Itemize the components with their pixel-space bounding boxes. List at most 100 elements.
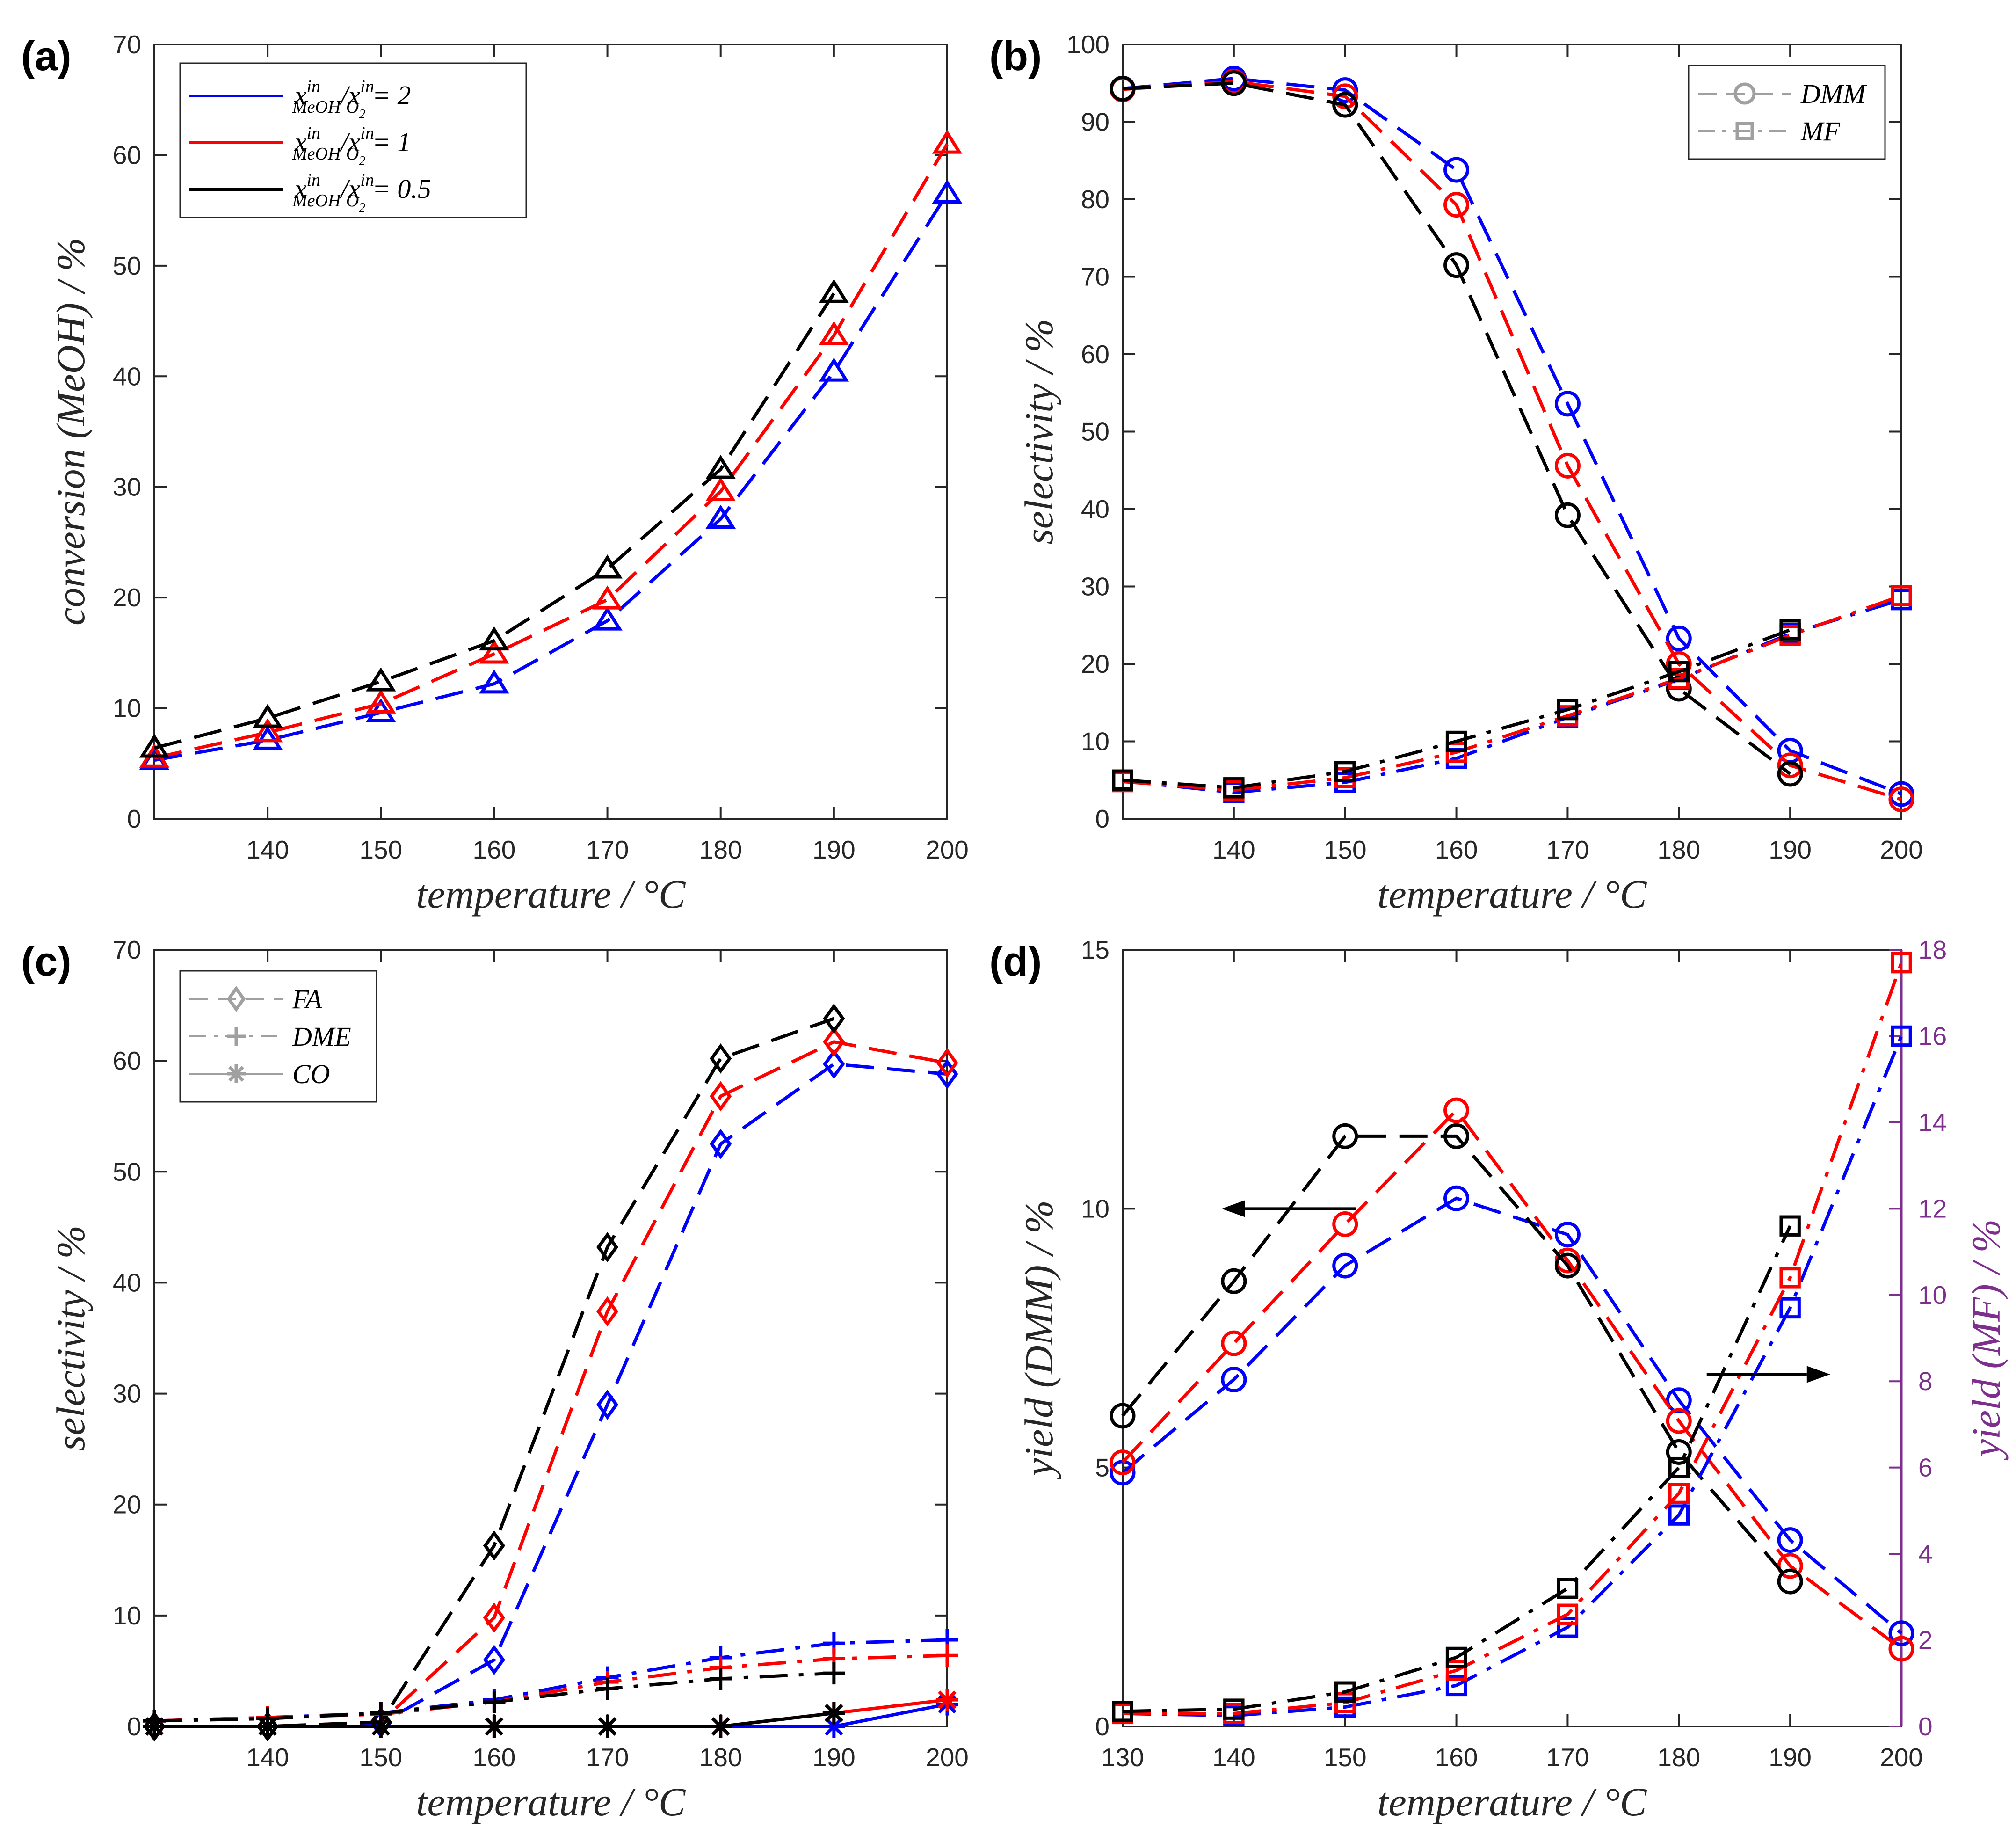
marker-circle [1443, 1123, 1470, 1149]
marker-triangle [479, 669, 509, 694]
chart-panel-c: 140 150 160 170 180 190 200 0 10 20 30 40 50 60 70 temp… [21, 935, 969, 1824]
series-line [1122, 81, 1791, 775]
x-tick-label: 160 [1435, 1743, 1478, 1772]
marker-circle [1110, 1449, 1136, 1476]
series-line [154, 143, 949, 760]
marker-square [1445, 730, 1467, 752]
x-tick-label: 150 [359, 835, 402, 864]
y-tick-label-right: 16 [1918, 1021, 1947, 1050]
y-tick-label: 40 [113, 1268, 141, 1297]
y-tick-label: 20 [1081, 649, 1110, 678]
marker-triangle [819, 357, 849, 382]
legend-text-part: = 0.5 [365, 174, 431, 204]
y-tick-label: 50 [113, 251, 141, 280]
series-line [1123, 962, 1903, 1715]
marker-triangle [252, 726, 283, 750]
marker-circle [1777, 1527, 1803, 1553]
marker-asterisk [227, 1064, 246, 1083]
marker-square [1557, 1617, 1579, 1638]
series-line [1121, 1134, 1791, 1583]
x-tick-label: 140 [1212, 1743, 1255, 1772]
y-tick-label-right: 6 [1918, 1453, 1933, 1482]
marker-circle [1554, 1222, 1581, 1248]
y-tick-label: 70 [113, 30, 141, 59]
marker-square [1445, 1646, 1467, 1668]
marker-circle [1554, 452, 1581, 479]
y-tick-label: 10 [113, 1601, 141, 1630]
legend-box [1688, 65, 1886, 160]
legend-text-part: MeOH [292, 144, 342, 164]
legend-text-part: in [360, 124, 374, 143]
marker-plus [822, 1662, 845, 1685]
marker-square [1445, 1660, 1467, 1681]
marker-asterisk [483, 1715, 506, 1738]
marker-square [1735, 122, 1754, 140]
marker-diamond [596, 1232, 619, 1262]
chart-panel-b: 140 150 160 170 180 190 200 0 10 20 30 40 50 60 70 80 90… [989, 30, 1923, 917]
marker-circle [1443, 252, 1470, 278]
y-tick-label-right: 18 [1918, 935, 1947, 964]
y-tick-label: 10 [113, 694, 141, 723]
legend-text-part: /x [339, 80, 360, 110]
marker-triangle [252, 718, 283, 743]
x-tick-label: 160 [473, 1743, 516, 1772]
plot-frame [1122, 44, 1902, 820]
marker-circle [1666, 1408, 1692, 1434]
marker-triangle [139, 734, 170, 758]
marker-asterisk [143, 1715, 166, 1738]
series-line [1122, 1035, 1903, 1718]
y-tick-label: 70 [113, 935, 141, 964]
marker-diamond [710, 1081, 732, 1112]
marker-triangle [705, 504, 736, 529]
legend-text-part: x [294, 127, 307, 157]
legend-text-part: x [294, 174, 307, 204]
marker-circle [1666, 1387, 1692, 1413]
marker-triangle [252, 704, 283, 728]
legend-text-part: /x [339, 174, 360, 204]
x-tick-label: 190 [812, 835, 856, 864]
marker-circle [1554, 502, 1581, 528]
marker-diamond [483, 1602, 505, 1633]
axis-arrows [1221, 1200, 1830, 1383]
marker-circle [1777, 1568, 1803, 1595]
legend-text-part: 2 [359, 107, 365, 122]
y-tick-label: 20 [113, 1490, 141, 1519]
legend-entry: xin MeOH/xin O2 = 2 [292, 77, 411, 122]
legend-text-part: = 2 [365, 80, 411, 110]
marker-square [1668, 1456, 1690, 1478]
x-tick-label: 190 [1769, 835, 1812, 864]
marker-square [1668, 661, 1690, 683]
marker-plus [227, 1027, 246, 1046]
arrow-right-head [1806, 1366, 1830, 1383]
x-tick-label: 170 [1546, 835, 1589, 864]
x-tick-label: 190 [1769, 1743, 1812, 1772]
series-line [1122, 628, 1791, 790]
chart-panel-a: 140 150 160 170 180 190 200 0 10 20 30 40 50 60 70 temp… [21, 30, 969, 917]
x-tick-label: 160 [1435, 835, 1478, 864]
legend-entry: DMM [1800, 79, 1867, 109]
series-line [154, 1017, 835, 1728]
marker-square [1779, 1215, 1801, 1237]
series-line [1122, 1225, 1792, 1713]
y-tick-label-right: 8 [1918, 1367, 1933, 1396]
x-tick-label: 200 [926, 1743, 969, 1772]
marker-triangle [479, 626, 509, 651]
marker-triangle [366, 689, 396, 714]
legend-text-part: in [306, 77, 320, 96]
y-tick-label-right: 10 [1918, 1281, 1947, 1310]
marker-asterisk [370, 1715, 392, 1738]
marker-square [1557, 1578, 1579, 1599]
marker-circle [1110, 75, 1136, 102]
x-tick-label: 180 [1657, 1743, 1700, 1772]
marker-diamond [596, 1389, 619, 1420]
marker-square [1334, 1692, 1356, 1713]
marker-circle [1332, 1252, 1358, 1279]
marker-triangle [479, 640, 509, 664]
marker-circle [1888, 1620, 1914, 1646]
marker-diamond [226, 986, 246, 1012]
marker-triangle [932, 179, 963, 204]
marker-diamond [823, 1049, 845, 1079]
y-tick-label: 60 [113, 1046, 141, 1075]
x-axis-label: temperature / °C [416, 1779, 686, 1824]
marker-square [1223, 1698, 1245, 1720]
